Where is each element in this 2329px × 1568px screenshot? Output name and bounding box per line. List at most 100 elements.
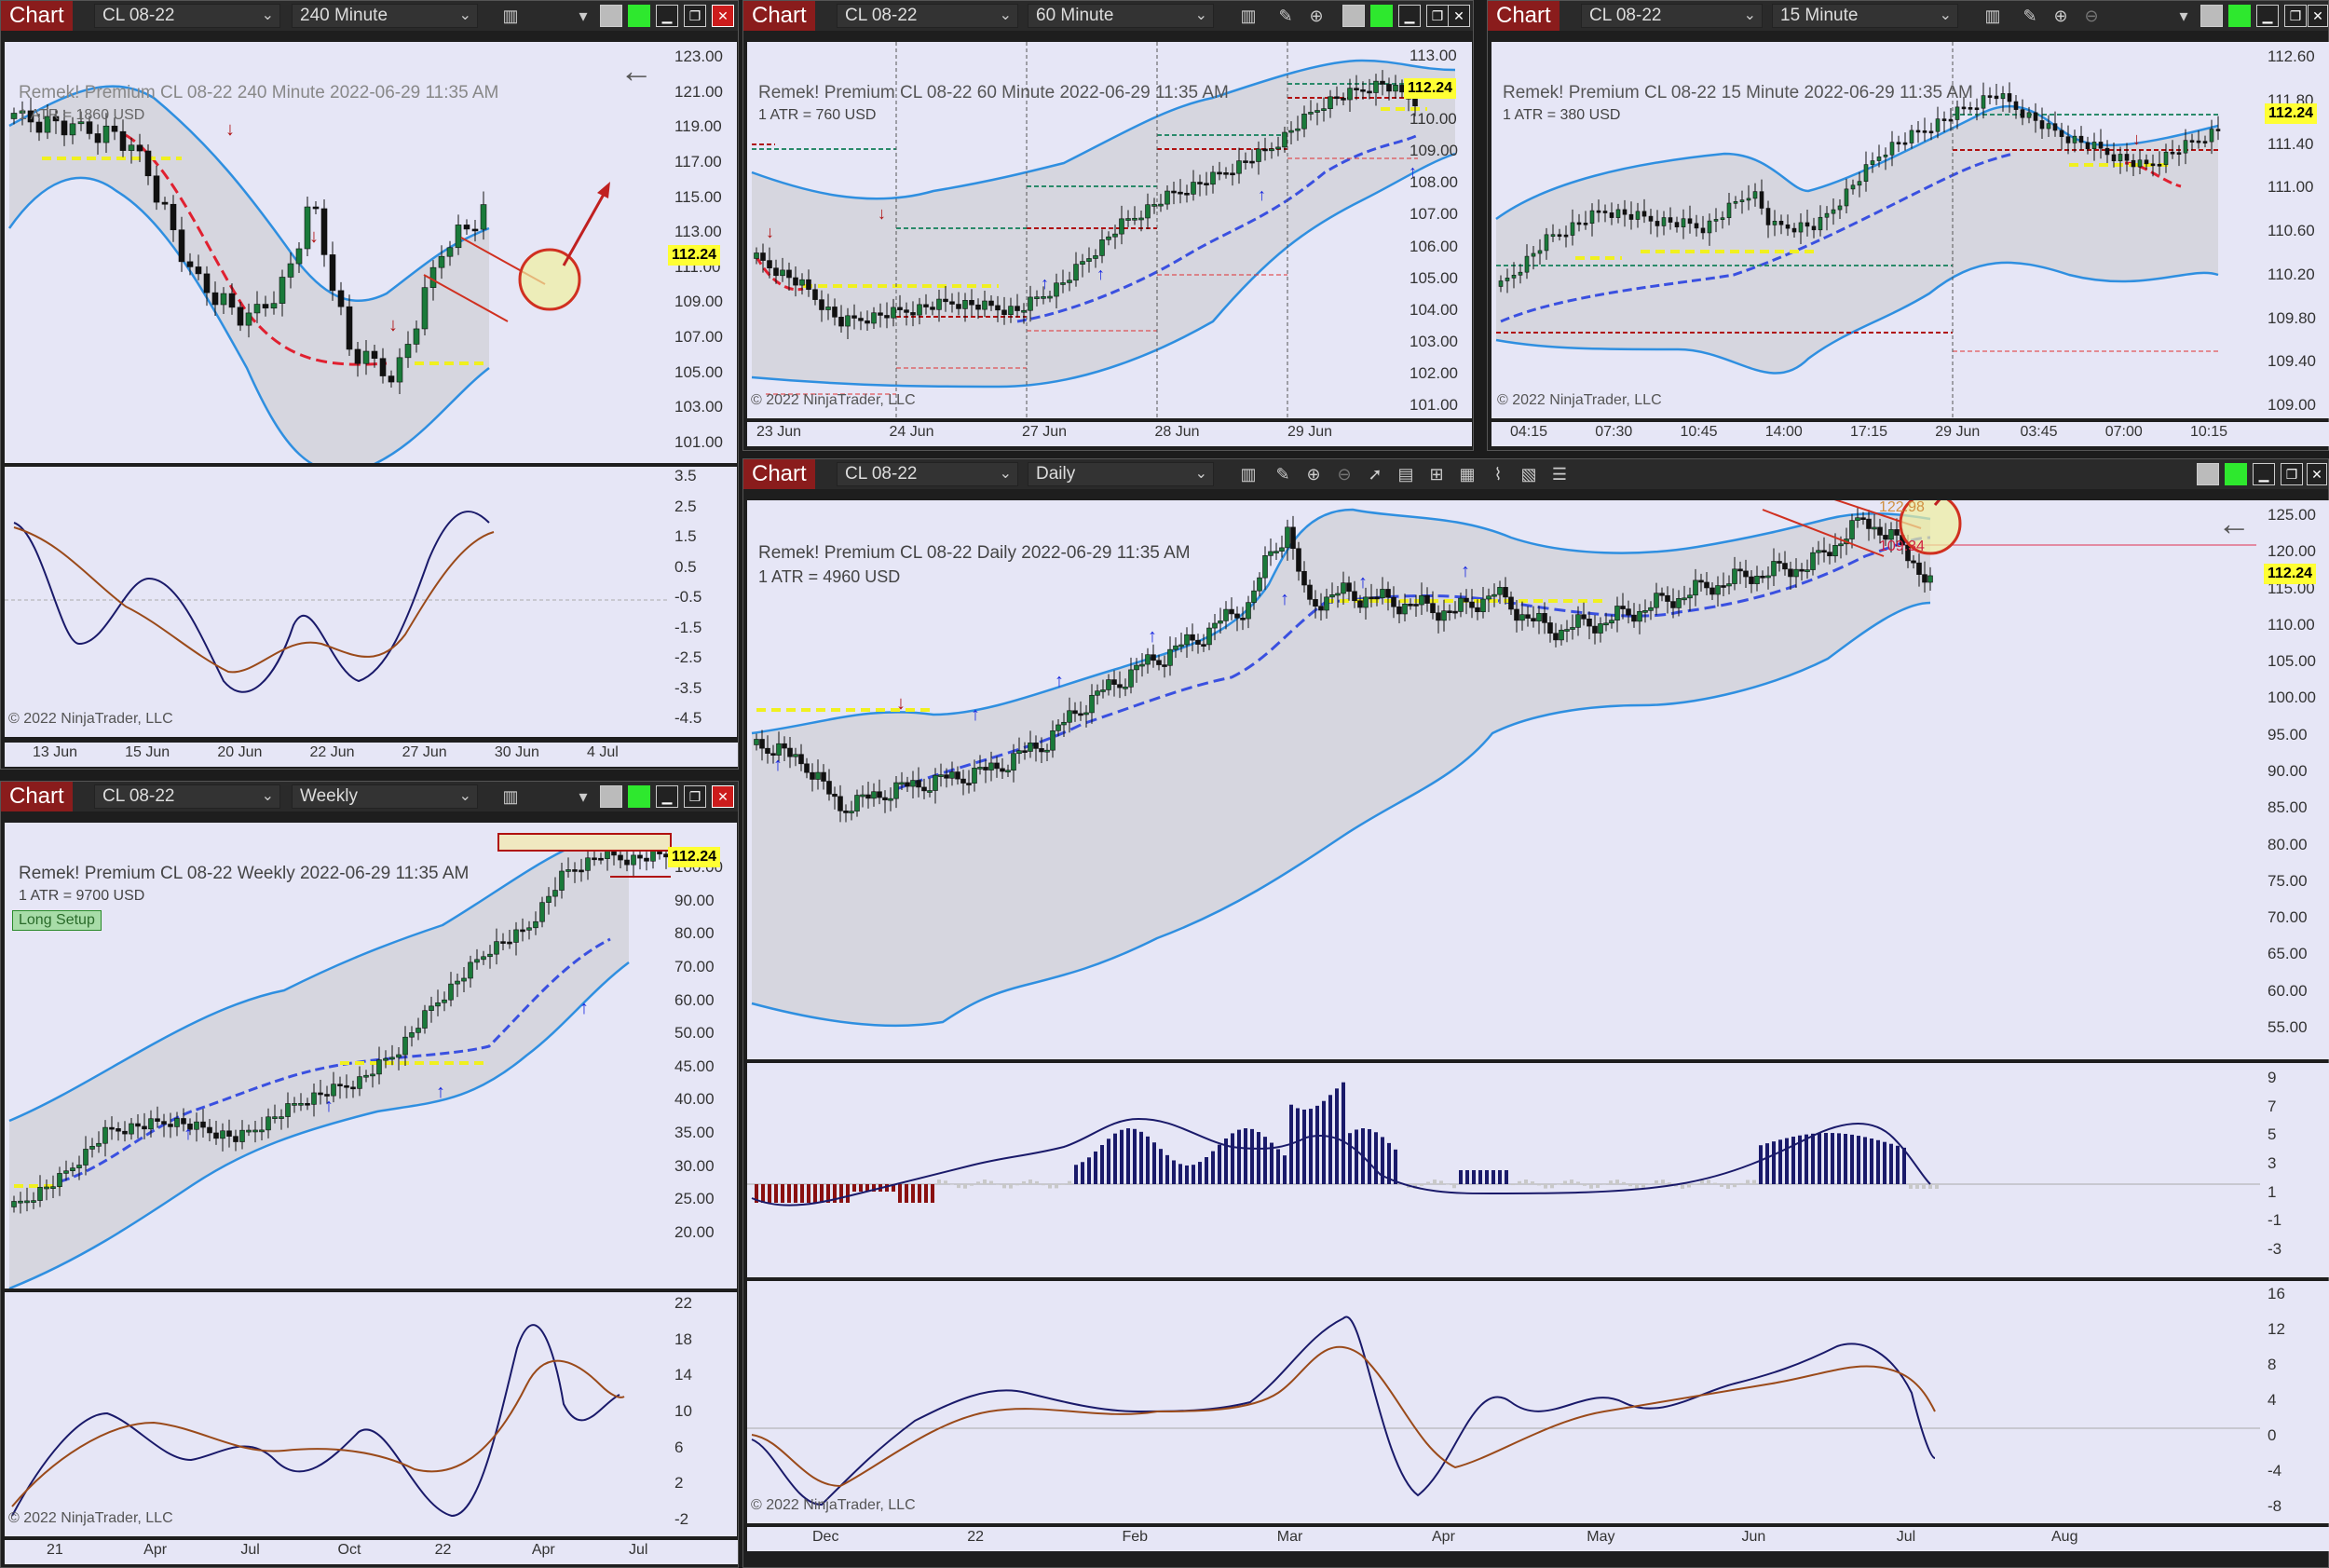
- axis-tick: 10: [674, 1402, 692, 1420]
- bar-style-icon[interactable]: ▥: [1984, 7, 2001, 25]
- templates-icon[interactable]: ▧: [1520, 465, 1537, 484]
- oscillator-pane[interactable]: 3.5 2.5 1.5 0.5 -0.5 -1.5 -2.5 -3.5 -4.5 © 2022 …: [5, 467, 737, 737]
- axis-tick: 04:15: [1510, 424, 1548, 440]
- link-button[interactable]: [2225, 463, 2247, 485]
- histogram-bar: [794, 1184, 797, 1203]
- zoom-out-icon[interactable]: ⊖: [1337, 465, 1352, 484]
- instrument-select[interactable]: CL 08-22 ⌄: [837, 4, 1018, 28]
- chart-window-60min: Chart CL 08-22 ⌄ 60 Minute ⌄ ▥ ✎ ⊕ ▁ ❐ ✕: [742, 0, 1474, 451]
- data-box-icon[interactable]: ▤: [1397, 465, 1414, 484]
- dropdown-arrow-icon[interactable]: ▾: [579, 7, 588, 25]
- target-arrowhead: [597, 182, 610, 198]
- chart-tab[interactable]: Chart: [1, 782, 73, 811]
- list-icon[interactable]: ☰: [1551, 465, 1568, 484]
- price-pane[interactable]: ↑ ↑ ↑ ↑ Remek! Premium CL 08-22 Weekly 2…: [5, 823, 737, 1288]
- histogram-bar: [1315, 1105, 1319, 1184]
- link-button[interactable]: [628, 785, 650, 808]
- price-pane[interactable]: ↓ ↓ ↑ ↑ ↑ ↑ Remek! Premium CL 08-22 60 M…: [747, 42, 1472, 418]
- price-pane[interactable]: ↓ ↓ ↓ Remek! Premium CL 08-22 240 Minute…: [5, 42, 737, 463]
- chart-tab[interactable]: Chart: [743, 1, 815, 31]
- close-button[interactable]: ✕: [712, 785, 734, 808]
- minimize-button[interactable]: ▁: [2256, 5, 2279, 27]
- price-chart: ↓ ↓ ↓: [7, 85, 610, 463]
- interval-select[interactable]: 240 Minute ⌄: [292, 4, 478, 28]
- maximize-button[interactable]: ❐: [2281, 463, 2303, 485]
- price-pane[interactable]: ↓ Remek! Premium CL 08-22 15 Minute 2022…: [1491, 42, 2329, 418]
- properties-icon[interactable]: ⊞: [1429, 465, 1444, 484]
- bar-style-icon[interactable]: ▥: [1240, 465, 1257, 484]
- minimize-button[interactable]: ▁: [656, 785, 678, 808]
- candle: [1631, 614, 1637, 622]
- candle: [1341, 98, 1346, 101]
- maximize-button[interactable]: ❐: [2284, 5, 2307, 27]
- oscillator-pane[interactable]: 16 12 8 4 0 -4 -8 © 2022 NinjaTrader, LLC: [747, 1281, 2329, 1523]
- instrument-select[interactable]: CL 08-22 ⌄: [94, 784, 280, 809]
- candle: [1190, 634, 1195, 641]
- zoom-out-icon[interactable]: ⊖: [2084, 7, 2099, 25]
- link-button[interactable]: [2228, 5, 2251, 27]
- candle: [1603, 622, 1609, 626]
- chart-tab[interactable]: Chart: [1, 1, 73, 31]
- tile-button[interactable]: [600, 785, 622, 808]
- drawing-tool-icon[interactable]: ✎: [1275, 465, 1290, 484]
- close-button[interactable]: ✕: [2308, 5, 2328, 27]
- interval-value: 60 Minute: [1036, 6, 1114, 25]
- candle: [2091, 142, 2097, 149]
- instrument-select[interactable]: CL 08-22 ⌄: [837, 462, 1018, 486]
- dropdown-arrow-icon[interactable]: ▾: [2179, 7, 2188, 25]
- dropdown-arrow-icon[interactable]: ▾: [579, 787, 588, 806]
- arrow-left-icon[interactable]: ←: [620, 51, 653, 89]
- arrow-left-icon[interactable]: ←: [2217, 504, 2251, 542]
- interval-select[interactable]: 60 Minute ⌄: [1028, 4, 1214, 28]
- candle: [1204, 183, 1209, 185]
- interval-select[interactable]: Weekly ⌄: [292, 784, 478, 809]
- candle: [1687, 218, 1693, 225]
- link-button[interactable]: [1370, 5, 1393, 27]
- drawing-tool-icon[interactable]: ✎: [2023, 7, 2037, 25]
- maximize-button[interactable]: ❐: [1426, 5, 1449, 27]
- drawing-tool-icon[interactable]: ✎: [1278, 7, 1293, 25]
- interval-select[interactable]: 15 Minute ⌄: [1772, 4, 1958, 28]
- candle: [253, 304, 261, 314]
- chart-tab[interactable]: Chart: [1488, 1, 1559, 31]
- candle: [186, 261, 194, 267]
- candle: [1005, 770, 1011, 773]
- maximize-button[interactable]: ❐: [684, 5, 706, 27]
- bar-style-icon[interactable]: ▥: [502, 7, 519, 25]
- histogram-bar: [1263, 1137, 1267, 1184]
- minimize-button[interactable]: ▁: [2253, 463, 2275, 485]
- tile-button[interactable]: [600, 5, 622, 27]
- price-pane[interactable]: 122.98 109.34 ↑ ↓ ↑ ↑ ↑ ↑ ↑ ↑ Remek! Pre…: [747, 500, 2329, 1059]
- minimize-button[interactable]: ▁: [656, 5, 678, 27]
- candle: [1067, 280, 1072, 283]
- zoom-in-icon[interactable]: ⊕: [1306, 465, 1321, 484]
- tile-button[interactable]: [2200, 5, 2223, 27]
- minimize-button[interactable]: ▁: [1398, 5, 1421, 27]
- zoom-in-icon[interactable]: ⊕: [2053, 7, 2068, 25]
- close-button[interactable]: ✕: [1448, 5, 1470, 27]
- close-button[interactable]: ✕: [712, 5, 734, 27]
- candle: [203, 273, 211, 293]
- slow-line: [11, 1359, 625, 1507]
- pointer-icon[interactable]: ➚: [1368, 465, 1382, 484]
- axis-tick: 3.5: [674, 467, 697, 484]
- indicators-icon[interactable]: ▦: [1459, 465, 1476, 484]
- zoom-in-icon[interactable]: ⊕: [1309, 7, 1324, 25]
- bar-style-icon[interactable]: ▥: [502, 787, 519, 806]
- instrument-select[interactable]: CL 08-22 ⌄: [94, 4, 280, 28]
- chart-tab[interactable]: Chart: [743, 459, 815, 489]
- tile-button[interactable]: [2197, 463, 2219, 485]
- up-arrow: ↑: [1409, 162, 1417, 181]
- interval-select[interactable]: Daily ⌄: [1028, 462, 1214, 486]
- maximize-button[interactable]: ❐: [684, 785, 706, 808]
- tile-button[interactable]: [1342, 5, 1365, 27]
- link-button[interactable]: [628, 5, 650, 27]
- interval-value: Weekly: [300, 786, 358, 806]
- instrument-select[interactable]: CL 08-22 ⌄: [1581, 4, 1763, 28]
- close-button[interactable]: ✕: [2307, 463, 2327, 485]
- oscillator-pane[interactable]: 22 18 14 10 6 2 -2 © 2022 NinjaTrader, LLC: [5, 1292, 737, 1536]
- candle: [279, 1116, 284, 1119]
- bar-style-icon[interactable]: ▥: [1240, 7, 1257, 25]
- strategies-icon[interactable]: ⌇: [1493, 465, 1503, 484]
- histogram-pane[interactable]: 9 7 5 3 1 -1 -3: [747, 1063, 2329, 1277]
